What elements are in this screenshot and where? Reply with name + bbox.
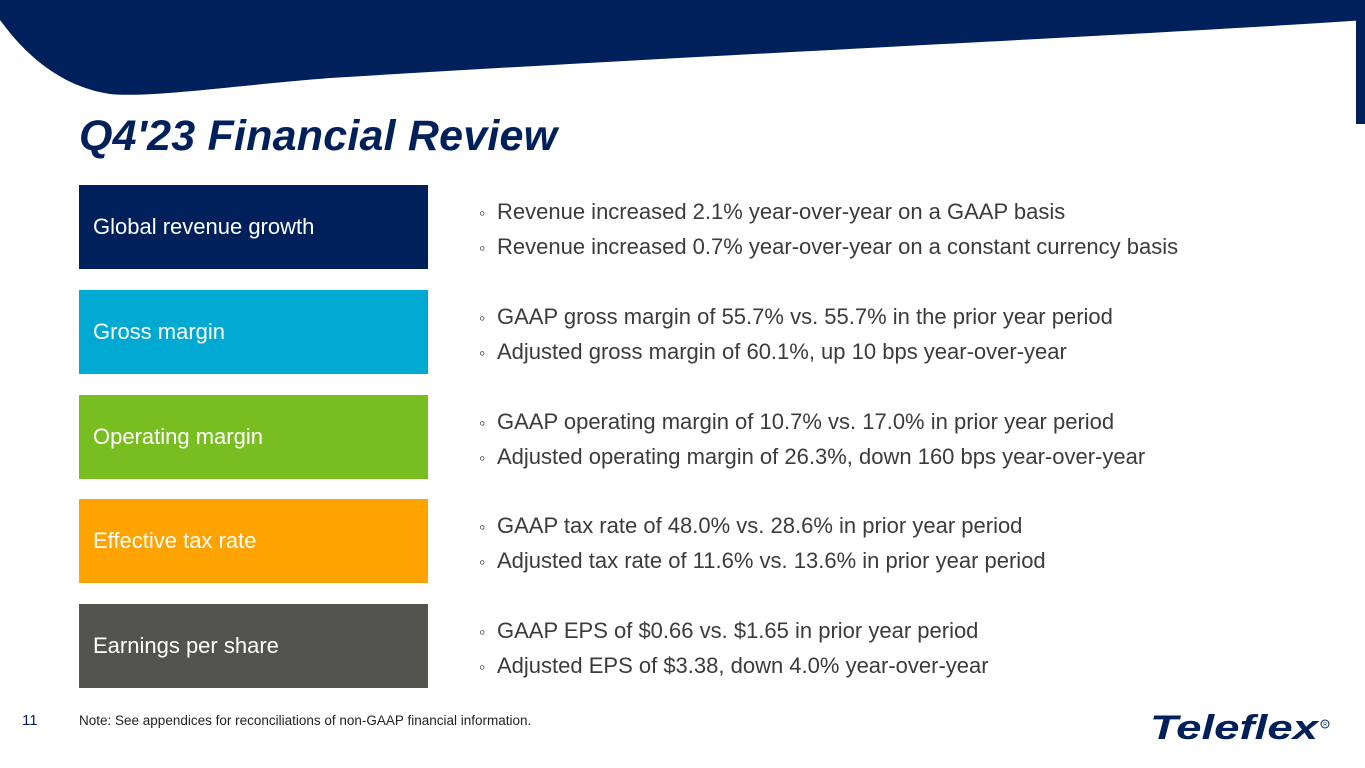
row-label-box: Operating margin: [79, 395, 428, 479]
logo-wordmark: Teleflex: [1150, 710, 1321, 744]
review-row-operating-margin: Operating margin GAAP operating margin o…: [79, 395, 1329, 479]
header-band: [0, 0, 1365, 124]
teleflex-logo: Teleflex R: [1150, 710, 1330, 744]
svg-text:R: R: [1323, 722, 1327, 728]
review-row-revenue: Global revenue growth Revenue increased …: [79, 185, 1329, 269]
row-label-box: Global revenue growth: [79, 185, 428, 269]
row-bullets: Revenue increased 2.1% year-over-year on…: [479, 195, 1178, 265]
row-label: Gross margin: [93, 319, 226, 344]
bullet-item: Adjusted EPS of $3.38, down 4.0% year-ov…: [479, 649, 989, 684]
row-label-box: Gross margin: [79, 290, 428, 374]
row-bullets: GAAP tax rate of 48.0% vs. 28.6% in prio…: [479, 509, 1046, 579]
row-bullets: GAAP operating margin of 10.7% vs. 17.0%…: [479, 405, 1145, 475]
bullet-item: Revenue increased 0.7% year-over-year on…: [479, 230, 1178, 265]
row-bullets: GAAP gross margin of 55.7% vs. 55.7% in …: [479, 300, 1113, 370]
row-bullets: GAAP EPS of $0.66 vs. $1.65 in prior yea…: [479, 614, 989, 684]
review-row-tax-rate: Effective tax rate GAAP tax rate of 48.0…: [79, 499, 1329, 583]
row-label: Operating margin: [93, 424, 263, 449]
bullet-item: GAAP operating margin of 10.7% vs. 17.0%…: [479, 405, 1145, 440]
bullet-item: Adjusted operating margin of 26.3%, down…: [479, 440, 1145, 475]
page-title: Q4'23 Financial Review: [79, 112, 558, 160]
page-number: 11: [22, 712, 38, 729]
bullet-item: Adjusted tax rate of 11.6% vs. 13.6% in …: [479, 544, 1046, 579]
row-label-box: Earnings per share: [79, 604, 428, 688]
bullet-item: GAAP tax rate of 48.0% vs. 28.6% in prio…: [479, 509, 1046, 544]
review-row-eps: Earnings per share GAAP EPS of $0.66 vs.…: [79, 604, 1329, 688]
bullet-item: Adjusted gross margin of 60.1%, up 10 bp…: [479, 335, 1113, 370]
row-label: Effective tax rate: [93, 528, 257, 553]
row-label: Global revenue growth: [93, 214, 315, 239]
row-label: Earnings per share: [93, 633, 279, 658]
bullet-item: GAAP gross margin of 55.7% vs. 55.7% in …: [479, 300, 1113, 335]
bullet-item: Revenue increased 2.1% year-over-year on…: [479, 195, 1178, 230]
footnote: Note: See appendices for reconciliations…: [79, 713, 532, 728]
bullet-item: GAAP EPS of $0.66 vs. $1.65 in prior yea…: [479, 614, 989, 649]
review-row-gross-margin: Gross margin GAAP gross margin of 55.7% …: [79, 290, 1329, 374]
row-label-box: Effective tax rate: [79, 499, 428, 583]
